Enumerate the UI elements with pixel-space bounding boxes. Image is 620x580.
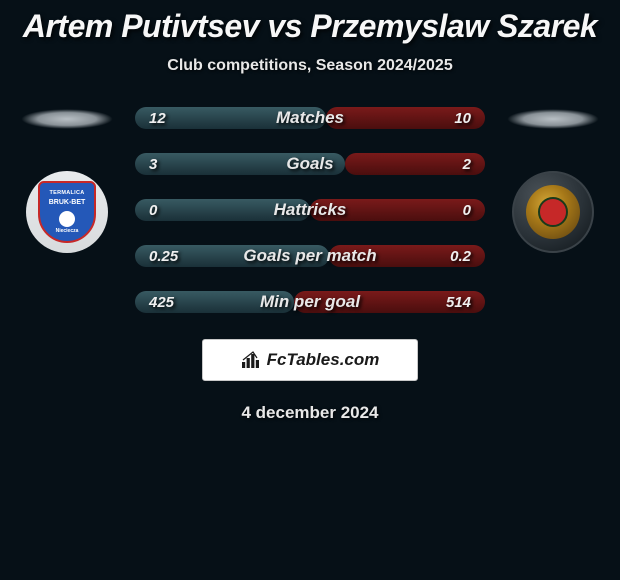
- stats-column: 1210Matches 32Goals 00Hattricks 0.250.2Goal…: [135, 103, 485, 317]
- player-left-column: TERMALICA BRUK-BET Nieciecza: [17, 103, 117, 253]
- stat-bar: 32Goals: [135, 149, 485, 179]
- chart-bars-icon: [241, 351, 261, 369]
- player-right-column: [503, 103, 603, 253]
- page-subtitle: Club competitions, Season 2024/2025: [0, 57, 620, 75]
- wreath-icon: [526, 185, 580, 239]
- date-text: 4 december 2024: [241, 403, 378, 423]
- stat-label: Matches: [135, 108, 485, 128]
- stat-bar: 425514Min per goal: [135, 287, 485, 317]
- logo-text-mid: BRUK-BET: [49, 199, 86, 207]
- logo-circle-icon: [59, 211, 75, 227]
- brand-link[interactable]: FcTables.com: [202, 339, 418, 381]
- logo-text-bot: Nieciecza: [56, 228, 79, 234]
- footer: FcTables.com 4 december 2024: [0, 339, 620, 423]
- main-row: TERMALICA BRUK-BET Nieciecza 1210Matches…: [0, 103, 620, 317]
- club-logo-left: TERMALICA BRUK-BET Nieciecza: [26, 171, 108, 253]
- brand-text: FcTables.com: [267, 350, 380, 370]
- player-right-avatar: [507, 109, 599, 129]
- badge-core-icon: [538, 197, 568, 227]
- stat-label: Goals: [135, 154, 485, 174]
- stat-bar: 0.250.2Goals per match: [135, 241, 485, 271]
- shield-icon: TERMALICA BRUK-BET Nieciecza: [38, 181, 96, 243]
- stat-label: Min per goal: [135, 292, 485, 312]
- player-left-avatar: [21, 109, 113, 129]
- club-logo-right: [512, 171, 594, 253]
- stat-bar: 00Hattricks: [135, 195, 485, 225]
- page-title: Artem Putivtsev vs Przemyslaw Szarek: [0, 8, 620, 45]
- stat-label: Hattricks: [135, 200, 485, 220]
- comparison-card: Artem Putivtsev vs Przemyslaw Szarek Clu…: [0, 0, 620, 423]
- logo-text-top: TERMALICA: [49, 190, 84, 197]
- stat-bar: 1210Matches: [135, 103, 485, 133]
- stat-label: Goals per match: [135, 246, 485, 266]
